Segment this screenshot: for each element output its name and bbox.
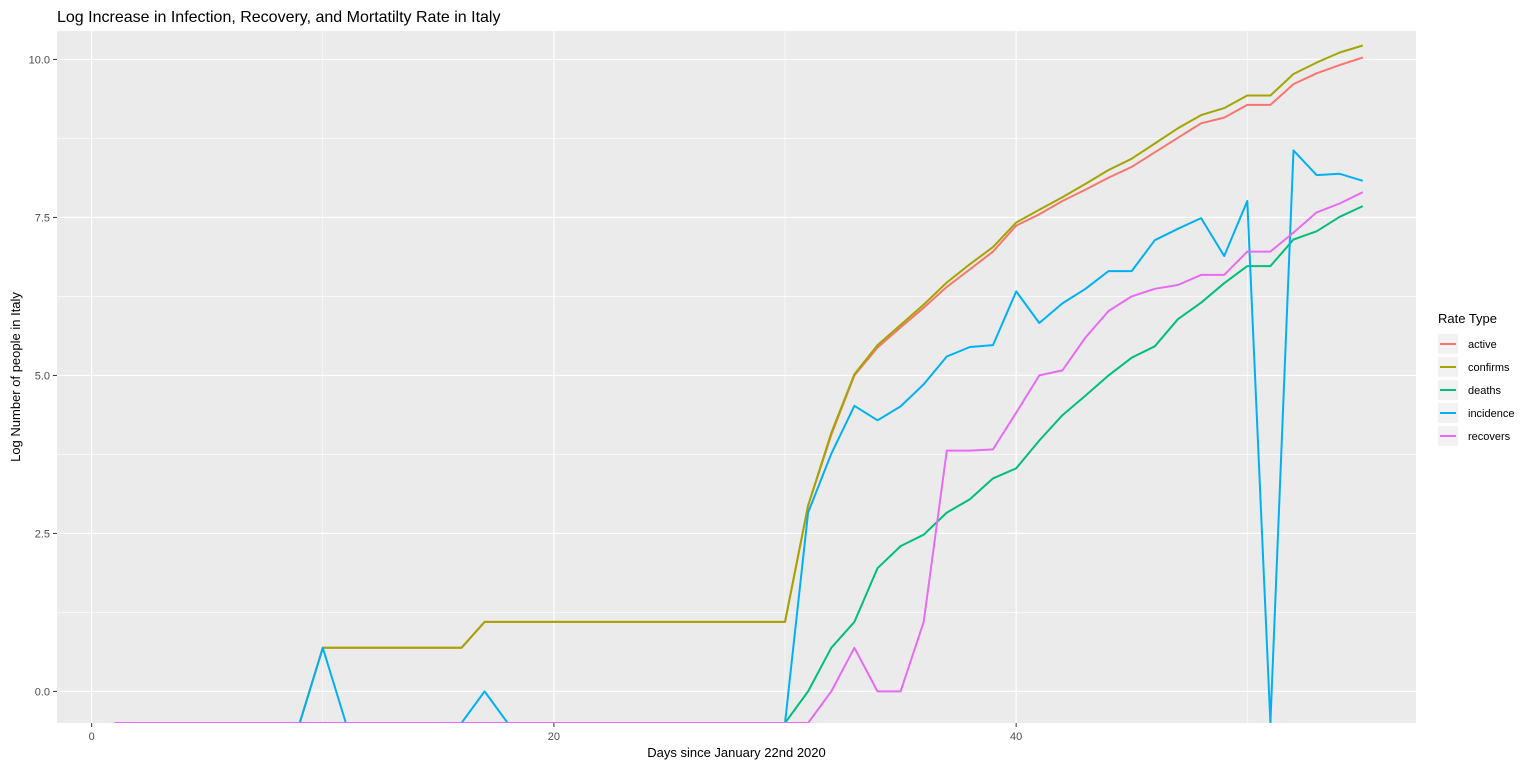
grid-minor: [57, 31, 1416, 723]
y-tick-label: 2.5: [35, 528, 50, 540]
series-line-recovers: [114, 191, 1364, 723]
series-line-confirms: [114, 44, 1364, 723]
chart-title: Log Increase in Infection, Recovery, and…: [57, 9, 500, 26]
legend-label: incidence: [1468, 408, 1514, 420]
y-tick-label: 0.0: [35, 686, 50, 698]
series-layer: [114, 44, 1364, 723]
x-axis-title: Days since January 22nd 2020: [647, 745, 826, 760]
legend: Rate Type active confirms deaths incidence r…: [1438, 311, 1514, 446]
grid-major: [57, 31, 1416, 723]
x-tick-label: 0: [89, 731, 95, 743]
legend-item-deaths: deaths: [1438, 380, 1502, 400]
legend-label: confirms: [1468, 362, 1510, 374]
legend-title: Rate Type: [1438, 311, 1497, 326]
legend-item-incidence: incidence: [1438, 403, 1514, 423]
y-tick-label: 10.0: [29, 54, 50, 66]
series-line-incidence: [114, 149, 1364, 723]
y-tick-label: 7.5: [35, 212, 50, 224]
y-axis-title: Log Number of people in Italy: [8, 292, 23, 462]
legend-item-recovers: recovers: [1438, 426, 1511, 446]
plot-panel: [57, 31, 1416, 723]
y-axis: 0.0 2.5 5.0 7.5 10.0: [29, 54, 57, 698]
legend-label: deaths: [1468, 385, 1502, 397]
legend-label: recovers: [1468, 431, 1511, 443]
x-tick-label: 40: [1010, 731, 1022, 743]
legend-item-active: active: [1438, 334, 1497, 354]
x-tick-label: 20: [548, 731, 560, 743]
y-tick-label: 5.0: [35, 370, 50, 382]
series-line-deaths: [114, 205, 1364, 723]
legend-item-confirms: confirms: [1438, 357, 1510, 377]
x-axis: 0 20 40: [89, 723, 1022, 743]
legend-items: active confirms deaths incidence recovers: [1438, 334, 1514, 446]
legend-label: active: [1468, 339, 1497, 351]
